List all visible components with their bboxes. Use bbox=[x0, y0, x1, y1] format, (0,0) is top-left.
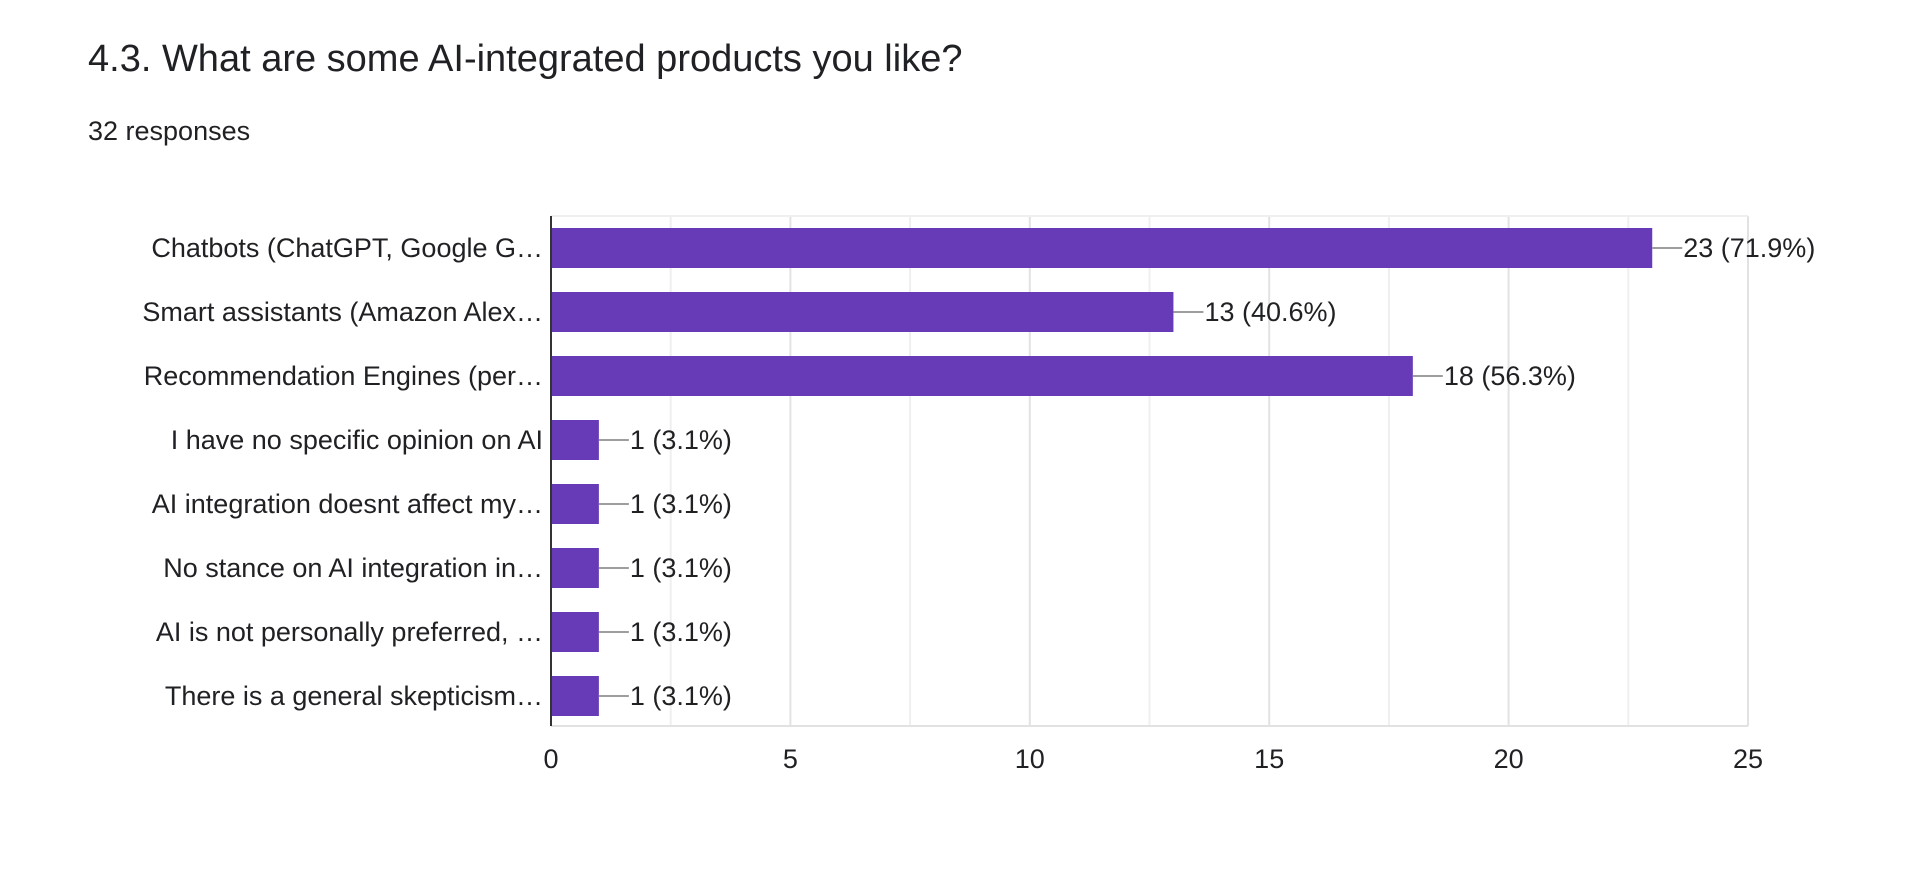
question-title: 4.3. What are some AI-integrated product… bbox=[88, 38, 963, 80]
data-label: 1 (3.1%) bbox=[630, 681, 732, 711]
bar[interactable] bbox=[551, 484, 599, 524]
data-label: 13 (40.6%) bbox=[1204, 297, 1336, 327]
category-label: AI is not personally preferred, … bbox=[156, 617, 543, 647]
x-tick-label: 5 bbox=[783, 744, 798, 774]
data-label: 23 (71.9%) bbox=[1683, 233, 1815, 263]
category-label: AI integration doesnt affect my… bbox=[152, 489, 543, 519]
category-label: Chatbots (ChatGPT, Google G… bbox=[151, 233, 543, 263]
bar[interactable] bbox=[551, 420, 599, 460]
response-count: 32 responses bbox=[88, 116, 251, 146]
category-label: There is a general skepticism… bbox=[165, 681, 543, 711]
x-tick-label: 25 bbox=[1733, 744, 1763, 774]
x-axis-ticks: 0 5 10 15 20 25 bbox=[543, 744, 1763, 774]
bar[interactable] bbox=[551, 676, 599, 716]
category-label: Smart assistants (Amazon Alex… bbox=[142, 297, 543, 327]
data-label: 1 (3.1%) bbox=[630, 617, 732, 647]
bars bbox=[551, 228, 1653, 716]
data-label: 1 (3.1%) bbox=[630, 425, 732, 455]
bar[interactable] bbox=[551, 548, 599, 588]
category-labels: Chatbots (ChatGPT, Google G… Smart assist… bbox=[142, 233, 543, 711]
category-label: No stance on AI integration in… bbox=[163, 553, 543, 583]
x-tick-label: 20 bbox=[1494, 744, 1524, 774]
data-labels: 23 (71.9%) 13 (40.6%) 18 (56.3%) 1 (3.1%) 1 … bbox=[598, 233, 1815, 711]
bar[interactable] bbox=[551, 356, 1413, 396]
data-label: 1 (3.1%) bbox=[630, 553, 732, 583]
category-label: Recommendation Engines (per… bbox=[144, 361, 543, 391]
bar[interactable] bbox=[551, 292, 1174, 332]
bar[interactable] bbox=[551, 612, 599, 652]
x-tick-label: 0 bbox=[543, 744, 558, 774]
bar[interactable] bbox=[551, 228, 1653, 268]
data-label: 18 (56.3%) bbox=[1444, 361, 1576, 391]
x-tick-label: 10 bbox=[1015, 744, 1045, 774]
category-label: I have no specific opinion on AI bbox=[171, 425, 543, 455]
x-tick-label: 15 bbox=[1254, 744, 1284, 774]
data-label: 1 (3.1%) bbox=[630, 489, 732, 519]
